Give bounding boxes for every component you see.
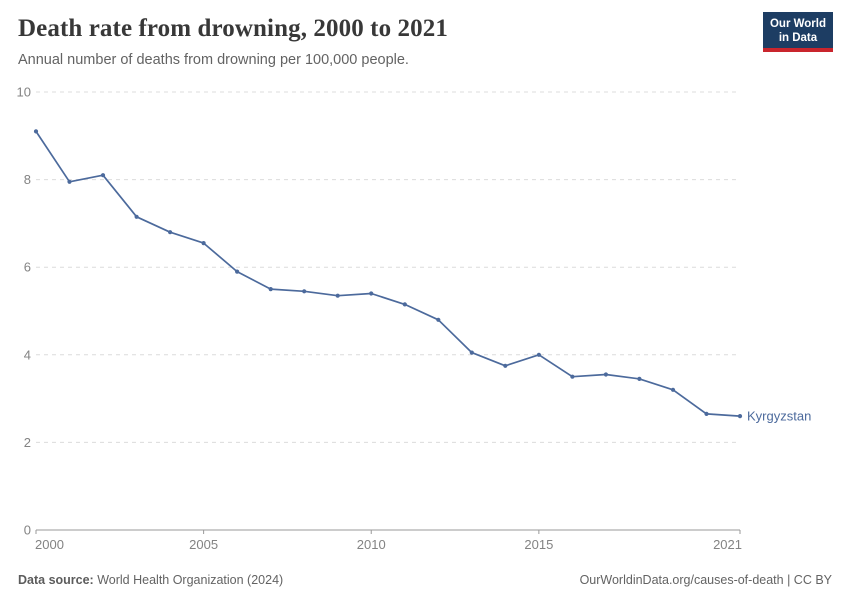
data-point[interactable]	[603, 372, 609, 377]
data-point[interactable]	[100, 173, 106, 178]
data-point[interactable]	[134, 214, 139, 219]
data-point[interactable]	[402, 302, 407, 307]
data-point[interactable]	[570, 374, 575, 379]
y-tick-label: 0	[24, 523, 31, 538]
page-title: Death rate from drowning, 2000 to 2021	[18, 15, 448, 42]
data-source: Data source: World Health Organization (…	[18, 573, 283, 588]
chart-footer: Data source: World Health Organization (…	[18, 573, 832, 588]
data-line[interactable]	[35, 130, 741, 417]
data-point[interactable]	[33, 129, 39, 134]
credit-link[interactable]: OurWorldinData.org/causes-of-death | CC …	[579, 573, 832, 587]
y-tick-label: 6	[24, 260, 31, 275]
data-point[interactable]	[201, 241, 206, 246]
data-point[interactable]	[637, 376, 642, 381]
data-point[interactable]	[737, 414, 743, 419]
logo-line2: in Data	[778, 32, 818, 45]
y-tick-label: 8	[24, 172, 31, 187]
y-tick-label: 4	[24, 347, 31, 362]
chart-subtitle: Annual number of deaths from drowning pe…	[18, 52, 409, 68]
data-point[interactable]	[67, 179, 72, 184]
x-tick-label: 2000	[35, 537, 64, 552]
x-tick-label: 2021	[713, 537, 742, 552]
data-source-text: World Health Organization (2024)	[97, 573, 284, 587]
data-point[interactable]	[704, 411, 709, 416]
x-tick-label: 2005	[189, 537, 218, 552]
data-point[interactable]	[536, 352, 542, 357]
chart-header: Death rate from drowning, 2000 to 2021 A…	[18, 14, 760, 69]
x-tick-label: 2015	[524, 537, 553, 552]
data-point[interactable]	[302, 289, 307, 294]
data-point[interactable]	[369, 291, 374, 296]
data-point[interactable]	[670, 387, 676, 392]
data-source-label: Data source:	[18, 573, 94, 587]
logo-line1: Our World	[769, 18, 826, 30]
data-point[interactable]	[469, 350, 474, 355]
data-point[interactable]	[503, 363, 508, 368]
entity-label: Kyrgyzstan	[747, 409, 811, 424]
data-point[interactable]	[268, 287, 273, 292]
data-point[interactable]	[235, 269, 240, 274]
x-tick-label: 2010	[357, 537, 386, 552]
y-tick-label: 10	[17, 85, 31, 100]
y-tick-label: 2	[24, 435, 31, 450]
data-point[interactable]	[335, 293, 340, 298]
data-point[interactable]	[436, 317, 441, 322]
owid-logo[interactable]: Our World in Data	[762, 12, 833, 53]
data-point[interactable]	[168, 230, 173, 235]
